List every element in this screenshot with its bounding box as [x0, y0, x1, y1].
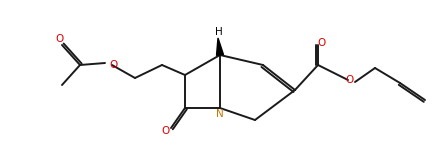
Polygon shape	[217, 38, 224, 55]
Text: O: O	[318, 38, 326, 48]
Text: O: O	[345, 75, 353, 85]
Text: O: O	[56, 34, 64, 44]
Text: H: H	[215, 27, 223, 37]
Text: O: O	[162, 126, 170, 136]
Text: O: O	[109, 60, 117, 70]
Text: N: N	[216, 109, 224, 119]
